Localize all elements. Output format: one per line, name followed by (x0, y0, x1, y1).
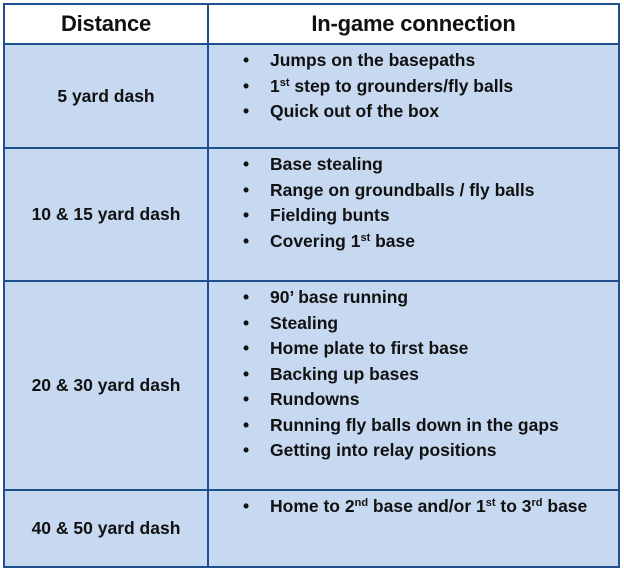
list-item: • Getting into relay positions (243, 438, 618, 464)
sprint-distance-table: Distance In-game connection 5 yard dash … (3, 3, 620, 568)
table-row: 40 & 50 yard dash • Home to 2nd base and/… (3, 489, 620, 568)
list-item: • Home to 2nd base and/or 1st to 3rd base (243, 494, 618, 520)
list-item: • Stealing (243, 311, 618, 337)
list-item: • 90’ base running (243, 285, 618, 311)
bullet-icon: • (243, 287, 250, 307)
list-item: • 1st step to grounders/fly balls (243, 74, 618, 100)
list-item: • Backing up bases (243, 362, 618, 388)
connection-cell: • 90’ base running • Stealing • Home plate … (207, 280, 620, 491)
bullet-icon: • (243, 440, 250, 460)
list-item: • Quick out of the box (243, 99, 618, 125)
list-item: • Jumps on the basepaths (243, 48, 618, 74)
list-item: • Base stealing (243, 152, 618, 178)
header-row: Distance In-game connection (3, 3, 620, 45)
bullet-icon: • (243, 496, 250, 516)
distance-cell: 40 & 50 yard dash (3, 489, 209, 568)
bullet-icon: • (243, 389, 250, 409)
header-distance: Distance (3, 3, 209, 45)
connection-list: • Base stealing • Range on groundballs / f… (209, 149, 618, 254)
header-in-game-connection: In-game connection (207, 3, 620, 45)
bullet-icon: • (243, 230, 250, 251)
table-row: 5 yard dash • Jumps on the basepaths • 1st… (3, 43, 620, 149)
list-item: • Home plate to first base (243, 336, 618, 362)
connection-cell: • Home to 2nd base and/or 1st to 3rd base (207, 489, 620, 568)
connection-list: • Jumps on the basepaths • 1st step to gro… (209, 45, 618, 125)
bullet-icon: • (243, 50, 250, 70)
bullet-icon: • (243, 338, 250, 358)
bullet-icon: • (243, 75, 250, 96)
bullet-icon: • (243, 154, 250, 174)
list-item: • Covering 1st base (243, 229, 618, 255)
connection-list: • 90’ base running • Stealing • Home plate … (209, 282, 618, 464)
table-row: 20 & 30 yard dash • 90’ base running • Ste… (3, 280, 620, 491)
bullet-icon: • (243, 179, 250, 200)
bullet-icon: • (243, 205, 250, 225)
connection-cell: • Jumps on the basepaths • 1st step to gro… (207, 43, 620, 149)
bullet-icon: • (243, 414, 250, 435)
bullet-icon: • (243, 312, 250, 333)
list-item: • Rundowns (243, 387, 618, 413)
list-item: • Range on groundballs / fly balls (243, 178, 618, 204)
bullet-icon: • (243, 363, 250, 384)
distance-cell: 5 yard dash (3, 43, 209, 149)
connection-list: • Home to 2nd base and/or 1st to 3rd base (209, 491, 618, 520)
bullet-icon: • (243, 101, 250, 121)
connection-cell: • Base stealing • Range on groundballs / f… (207, 147, 620, 282)
table-row: 10 & 15 yard dash • Base stealing • Range … (3, 147, 620, 282)
list-item: • Fielding bunts (243, 203, 618, 229)
distance-cell: 10 & 15 yard dash (3, 147, 209, 282)
distance-cell: 20 & 30 yard dash (3, 280, 209, 491)
list-item: • Running fly balls down in the gaps (243, 413, 618, 439)
